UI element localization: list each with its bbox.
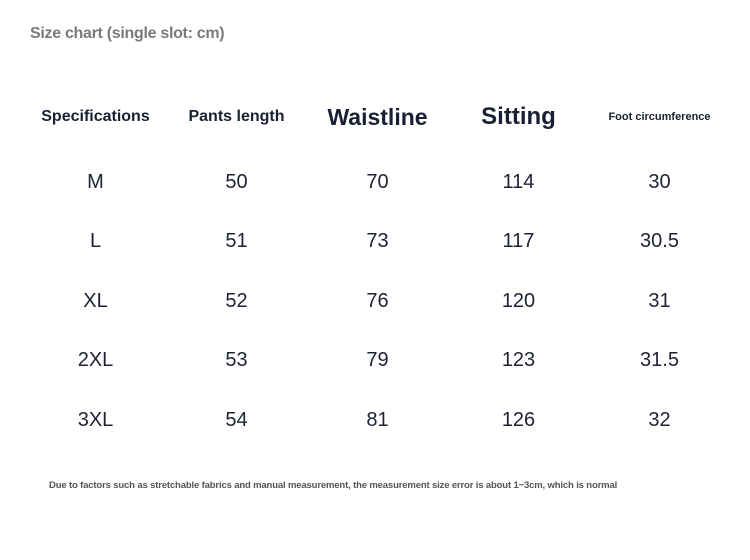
table-cell: 52: [225, 290, 248, 312]
table-cell: L: [89, 230, 102, 252]
table-cell: 30.5: [640, 230, 679, 252]
header-pants-length: Pants length: [188, 108, 285, 125]
table-row: 3XL 54 81 126 32: [25, 409, 730, 432]
table-row: L 51 73 117 30.5: [25, 230, 730, 253]
table-header: Specifications Pants length Waistline Si…: [25, 100, 730, 134]
table-cell: 53: [225, 349, 248, 371]
table-cell: 31: [648, 290, 671, 312]
table-row: XL 52 76 120 31: [25, 290, 730, 313]
table-cell: 76: [366, 290, 389, 312]
table-cell: 54: [225, 409, 248, 431]
table-cell: 123: [501, 349, 536, 371]
table-cell: 81: [366, 409, 389, 431]
measurement-note: Due to factors such as stretchable fabri…: [49, 480, 618, 491]
table-cell: 79: [366, 349, 389, 371]
table-cell: 31.5: [640, 349, 679, 371]
table-cell: 70: [366, 171, 389, 193]
table-cell: 114: [502, 171, 535, 193]
table-cell: 73: [366, 230, 389, 252]
table-cell: 30: [648, 171, 671, 193]
table-cell: 51: [225, 230, 248, 252]
table-cell: 50: [225, 171, 248, 193]
header-specifications: Specifications: [41, 108, 150, 125]
table-cell: 117: [502, 230, 535, 252]
header-sitting: Sitting: [481, 103, 556, 130]
table-row: 2XL 53 79 123 31.5: [25, 349, 730, 372]
table-cell: 120: [501, 290, 536, 312]
header-foot-circumference: Foot circumference: [608, 111, 711, 123]
table-cell: M: [87, 171, 104, 193]
header-waistline: Waistline: [327, 103, 428, 130]
table-cell: 126: [501, 409, 536, 431]
table-cell: 2XL: [77, 349, 114, 371]
table-cell: XL: [83, 290, 108, 312]
table-cell: 32: [648, 409, 671, 431]
table-row: M 50 70 114 30: [25, 171, 730, 194]
table-cell: 3XL: [77, 409, 114, 431]
page-title: Size chart (single slot: cm): [30, 25, 225, 42]
